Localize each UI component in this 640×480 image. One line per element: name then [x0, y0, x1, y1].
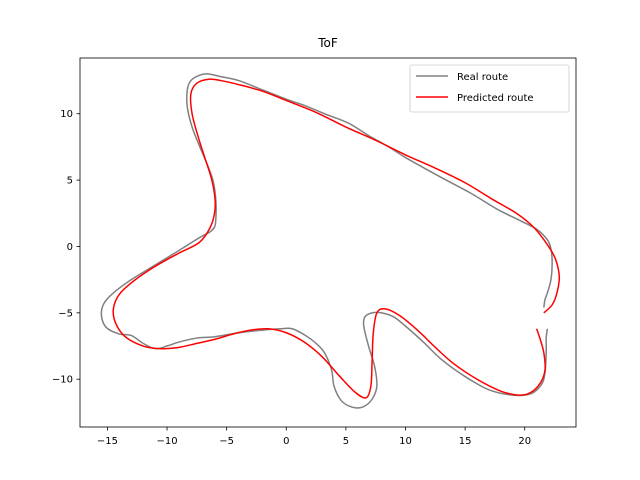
x-tick-label: 10: [399, 436, 412, 447]
series-line-real-route: [100, 73, 553, 409]
y-tick-label: −10: [52, 375, 73, 386]
y-tick-label: 10: [60, 109, 73, 120]
legend: Real route Predicted route: [409, 64, 570, 113]
y-tick-label: 0: [67, 242, 73, 253]
legend-label-real-route: Real route: [457, 72, 508, 83]
x-tick-label: −10: [156, 436, 177, 447]
x-tick-label: 0: [283, 436, 289, 447]
legend-label-predicted-route: Predicted route: [457, 93, 534, 104]
y-axis: −10 −5 0 5 10: [52, 109, 80, 386]
y-tick-label: 5: [67, 176, 73, 187]
plot-frame: [79, 57, 577, 428]
x-tick-label: 5: [343, 436, 349, 447]
x-tick-label: 15: [459, 436, 472, 447]
x-tick-label: 20: [518, 436, 531, 447]
y-tick-label: −5: [58, 308, 73, 319]
x-tick-label: −15: [97, 436, 118, 447]
x-tick-label: −5: [219, 436, 234, 447]
chart-title: ToF: [317, 36, 338, 50]
series-layer: [100, 73, 561, 409]
series-line-predicted-route: [112, 78, 561, 399]
x-axis: −15 −10 −5 0 5 10 15 20: [97, 427, 531, 447]
legend-frame: [409, 64, 570, 113]
